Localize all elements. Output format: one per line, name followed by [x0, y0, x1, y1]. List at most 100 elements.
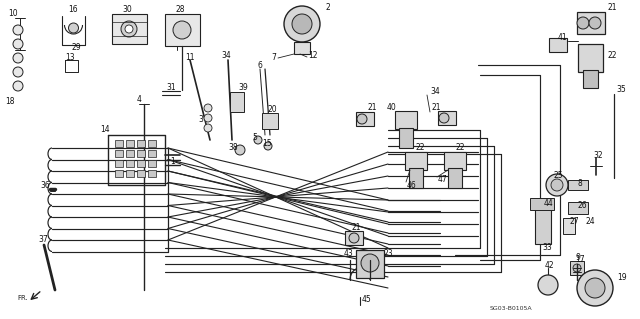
Circle shape — [577, 270, 613, 306]
Text: 21: 21 — [352, 224, 362, 233]
Text: 20: 20 — [268, 106, 278, 115]
Bar — [356, 250, 384, 278]
Circle shape — [589, 17, 601, 29]
Bar — [148, 150, 156, 157]
Bar — [112, 14, 147, 44]
Text: 25: 25 — [553, 170, 563, 180]
Bar — [126, 150, 134, 157]
Text: 36: 36 — [40, 181, 50, 189]
Text: 43: 43 — [344, 249, 354, 257]
Text: 7: 7 — [271, 53, 276, 62]
Text: 28: 28 — [175, 4, 184, 13]
Circle shape — [254, 136, 262, 144]
Circle shape — [204, 124, 212, 132]
Text: 15: 15 — [262, 139, 271, 149]
Text: 5: 5 — [252, 133, 257, 143]
Text: 22: 22 — [416, 144, 426, 152]
Text: 23: 23 — [384, 249, 394, 257]
Bar — [230, 92, 244, 112]
Text: 31: 31 — [166, 84, 175, 93]
Text: 27: 27 — [570, 218, 580, 226]
Bar — [578, 44, 603, 72]
Circle shape — [204, 114, 212, 122]
Text: 41: 41 — [558, 33, 568, 42]
Text: 17: 17 — [575, 256, 584, 264]
Circle shape — [585, 278, 605, 298]
Text: 6: 6 — [258, 62, 263, 70]
Bar — [535, 206, 551, 244]
Bar — [137, 150, 145, 157]
Bar — [356, 112, 374, 126]
Text: 40: 40 — [387, 102, 397, 112]
Bar — [530, 198, 554, 210]
Circle shape — [68, 23, 79, 33]
Text: 8: 8 — [577, 179, 582, 188]
Bar — [395, 111, 417, 129]
Circle shape — [439, 113, 449, 123]
Text: 11: 11 — [185, 53, 195, 62]
Bar — [262, 113, 278, 129]
Bar — [126, 140, 134, 147]
Text: 9: 9 — [576, 254, 581, 263]
Circle shape — [361, 254, 379, 272]
Bar — [563, 218, 575, 234]
Bar — [568, 202, 588, 214]
Text: 35: 35 — [616, 85, 626, 94]
Text: 21: 21 — [367, 103, 376, 113]
Bar — [115, 160, 123, 167]
Text: 26: 26 — [577, 201, 587, 210]
Circle shape — [13, 53, 23, 63]
Circle shape — [235, 145, 245, 155]
Circle shape — [173, 21, 191, 39]
Text: SG03-B0105A: SG03-B0105A — [490, 306, 532, 310]
Text: 2: 2 — [326, 4, 331, 12]
Text: 24: 24 — [585, 218, 595, 226]
Bar — [126, 160, 134, 167]
Text: 39: 39 — [238, 84, 248, 93]
Bar — [115, 170, 123, 177]
Text: 10: 10 — [8, 10, 18, 19]
Circle shape — [264, 142, 272, 150]
Circle shape — [546, 174, 568, 196]
Bar — [137, 160, 145, 167]
Text: 46: 46 — [407, 181, 417, 189]
Text: 22: 22 — [455, 144, 465, 152]
Text: 29: 29 — [72, 43, 82, 53]
Bar — [148, 170, 156, 177]
Circle shape — [13, 39, 23, 49]
Text: 42: 42 — [545, 261, 555, 270]
Bar — [405, 152, 427, 170]
Text: 47: 47 — [438, 175, 448, 184]
Bar — [115, 140, 123, 147]
Bar — [345, 231, 363, 245]
Bar — [409, 168, 423, 188]
Bar — [448, 168, 462, 188]
Text: 12: 12 — [308, 50, 317, 60]
Text: 4: 4 — [137, 95, 142, 105]
Text: 22: 22 — [608, 50, 618, 60]
Text: 21: 21 — [432, 102, 442, 112]
Text: 33: 33 — [542, 243, 552, 253]
Text: 38: 38 — [228, 144, 237, 152]
Bar — [294, 42, 310, 54]
Text: 45: 45 — [362, 295, 372, 305]
Text: 3: 3 — [198, 115, 203, 124]
Circle shape — [349, 233, 359, 243]
Circle shape — [13, 67, 23, 77]
Text: 19: 19 — [617, 273, 627, 283]
Bar — [583, 70, 598, 88]
Circle shape — [204, 104, 212, 112]
Bar — [126, 170, 134, 177]
Text: 14: 14 — [100, 125, 109, 135]
Bar — [438, 111, 456, 125]
Bar — [549, 38, 567, 52]
Bar — [137, 170, 145, 177]
Circle shape — [121, 21, 137, 37]
Circle shape — [573, 264, 581, 272]
Text: 44: 44 — [544, 198, 554, 207]
Bar — [148, 140, 156, 147]
Bar — [148, 160, 156, 167]
Bar — [570, 261, 584, 275]
Circle shape — [125, 25, 133, 33]
Text: 32: 32 — [593, 151, 603, 160]
